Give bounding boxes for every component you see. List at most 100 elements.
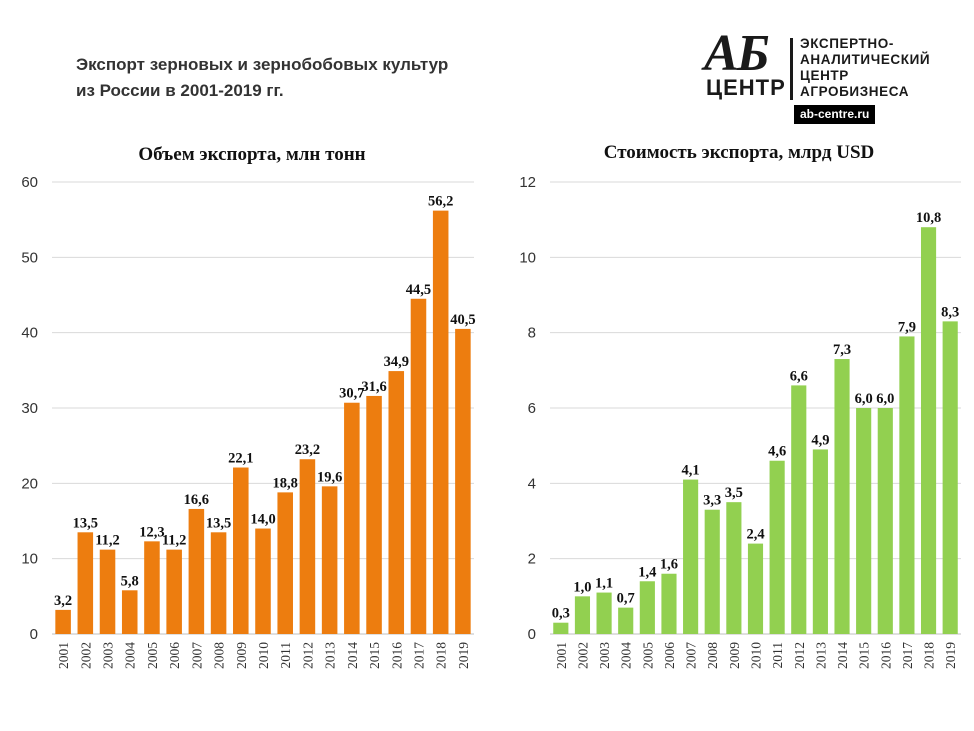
headline-line1: Экспорт зерновых и зернобобовых культур <box>76 55 449 74</box>
data-label-2016: 34,9 <box>384 354 409 370</box>
data-label-2002: 1,0 <box>573 579 591 595</box>
data-label-2008: 3,3 <box>703 493 721 509</box>
x-tick-label-2015: 2015 <box>367 642 382 669</box>
x-tick-label-2007: 2007 <box>684 642 699 669</box>
data-label-2018: 56,2 <box>428 194 453 210</box>
bar-2003 <box>99 549 116 634</box>
x-tick-label-2010: 2010 <box>749 642 764 669</box>
x-tick-label-2004: 2004 <box>619 642 634 669</box>
data-label-2014: 30,7 <box>339 386 364 402</box>
x-tick-label-2006: 2006 <box>662 642 677 669</box>
data-label-2005: 1,4 <box>638 564 656 580</box>
y-tick-label: 12 <box>519 174 536 191</box>
data-label-2004: 5,8 <box>121 573 139 589</box>
logo-caption-line-2: АНАЛИТИЧЕСКИЙ <box>800 52 931 67</box>
data-label-2015: 6,0 <box>855 391 873 407</box>
bar-2018 <box>920 227 937 634</box>
bar-2001 <box>55 609 71 634</box>
logo-url-badge: ab-centre.ru <box>794 105 876 124</box>
y-tick-label: 2 <box>528 551 536 568</box>
bar-2012 <box>791 385 807 634</box>
bar-2005 <box>639 581 655 634</box>
data-label-2006: 1,6 <box>660 557 678 573</box>
data-label-2001: 0,3 <box>552 606 570 622</box>
x-tick-label-2014: 2014 <box>835 642 850 669</box>
y-tick-label: 40 <box>21 325 38 342</box>
headline: Экспорт зерновых и зернобобовых культур … <box>76 52 448 104</box>
bar-2001 <box>553 622 569 634</box>
data-label-2013: 4,9 <box>811 432 829 448</box>
data-label-2008: 13,5 <box>206 515 231 531</box>
data-label-2009: 3,5 <box>725 485 743 501</box>
data-label-2009: 22,1 <box>228 451 253 467</box>
bar-2015 <box>856 408 872 634</box>
x-tick-label-2013: 2013 <box>813 642 828 669</box>
export-volume-chart: Объем экспорта, млн тонн 0 10 20 30 40 50 60 3,2… <box>21 144 475 669</box>
x-tick-label-2018: 2018 <box>922 642 937 669</box>
logo-caption-line-4: АГРОБИЗНЕСА <box>800 84 910 99</box>
bar-2011 <box>769 460 785 634</box>
bar-2019 <box>455 328 471 634</box>
bar-2010 <box>747 543 764 634</box>
data-label-2003: 11,2 <box>95 533 120 549</box>
x-tick-label-2003: 2003 <box>597 642 612 669</box>
data-label-2006: 11,2 <box>162 533 187 549</box>
bar-2002 <box>77 532 94 634</box>
data-label-2007: 16,6 <box>184 492 209 508</box>
bar-2009 <box>726 502 742 634</box>
bar-2007 <box>683 479 699 634</box>
y-tick-label: 4 <box>528 475 536 492</box>
y-tick-label: 0 <box>528 626 536 643</box>
x-tick-label-2019: 2019 <box>943 642 958 669</box>
x-tick-label-2019: 2019 <box>456 642 471 669</box>
y-tick-label: 0 <box>30 626 38 643</box>
x-tick-label-2002: 2002 <box>78 642 93 669</box>
bar-2014 <box>834 359 850 634</box>
bar-2005 <box>144 541 160 634</box>
bar-2011 <box>277 492 293 634</box>
data-label-2019: 8,3 <box>941 304 959 320</box>
x-tick-label-2011: 2011 <box>278 642 293 669</box>
x-tick-label-2005: 2005 <box>640 642 655 669</box>
bar-2004 <box>618 607 634 634</box>
bar-2016 <box>877 408 893 634</box>
x-tick-label-2007: 2007 <box>189 642 204 669</box>
data-label-2014: 7,3 <box>833 342 851 358</box>
x-tick-label-2015: 2015 <box>857 642 872 669</box>
bar-2014 <box>344 402 360 634</box>
x-tick-label-2004: 2004 <box>123 642 138 669</box>
logo-caption-line-3: ЦЕНТР <box>800 68 849 83</box>
y-tick-label: 6 <box>528 400 536 417</box>
bar-2009 <box>233 467 249 634</box>
x-tick-label-2003: 2003 <box>101 642 116 669</box>
x-tick-label-2016: 2016 <box>878 642 893 669</box>
data-label-2007: 4,1 <box>682 463 700 479</box>
x-tick-label-2018: 2018 <box>434 642 449 669</box>
x-tick-label-2009: 2009 <box>727 642 742 669</box>
x-tick-label-2009: 2009 <box>234 642 249 669</box>
chart-title: Объем экспорта, млн тонн <box>138 144 365 165</box>
data-label-2005: 12,3 <box>139 524 164 540</box>
x-tick-label-2008: 2008 <box>212 642 227 669</box>
y-tick-label: 10 <box>21 551 38 568</box>
data-label-2019: 40,5 <box>450 312 475 328</box>
x-tick-label-2012: 2012 <box>300 642 315 669</box>
data-label-2004: 0,7 <box>617 591 635 607</box>
bar-2006 <box>166 549 182 634</box>
data-label-2016: 6,0 <box>876 391 894 407</box>
bar-2018 <box>432 210 449 635</box>
y-tick-label: 30 <box>21 400 38 417</box>
data-label-2013: 19,6 <box>317 469 342 485</box>
y-tick-label: 10 <box>519 249 536 266</box>
x-tick-label-2013: 2013 <box>323 642 338 669</box>
chart-title: Стоимость экспорта, млрд USD <box>604 142 875 163</box>
logo-caption-line-1: ЭКСПЕРТНО- <box>800 36 894 51</box>
logo-mark: АБ ЦЕНТР <box>702 28 786 102</box>
data-label-2010: 14,0 <box>250 512 275 528</box>
data-label-2018: 10,8 <box>916 210 941 226</box>
bar-2019 <box>942 321 958 634</box>
y-tick-label: 20 <box>21 475 38 492</box>
bar-2002 <box>574 596 591 634</box>
data-label-2002: 13,5 <box>73 515 98 531</box>
data-label-2015: 31,6 <box>361 379 386 395</box>
